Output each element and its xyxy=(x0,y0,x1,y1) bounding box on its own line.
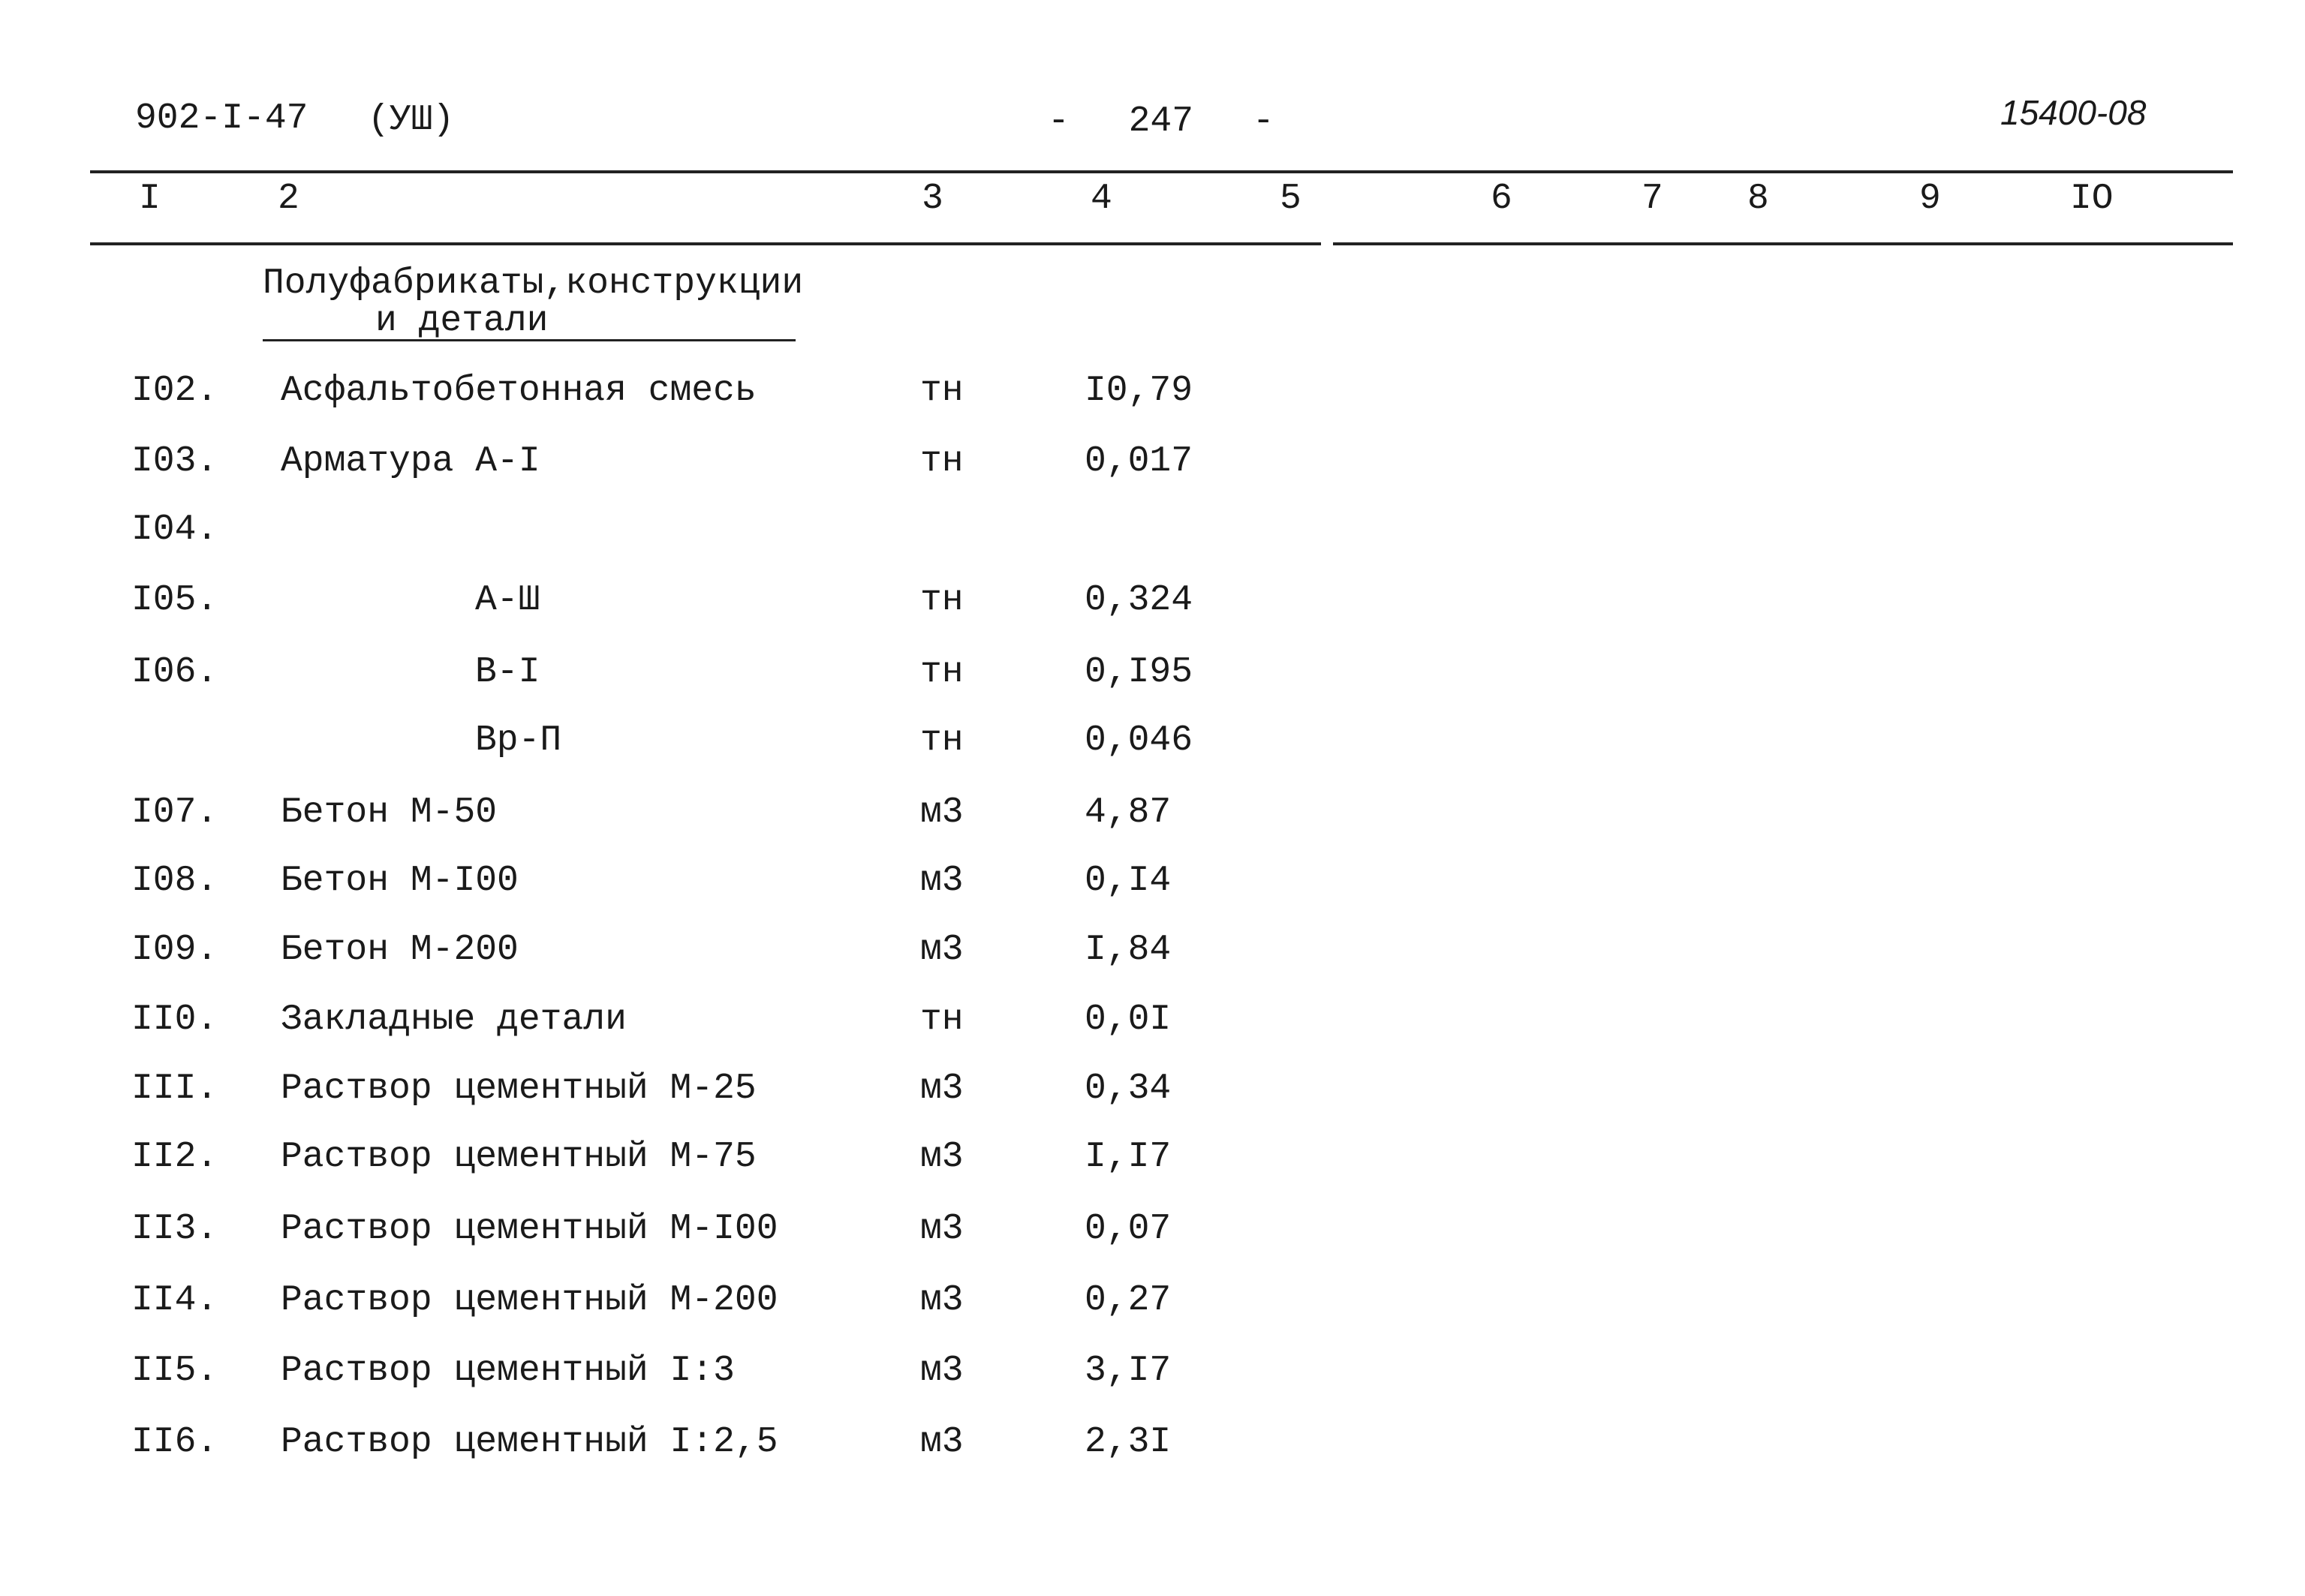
row-number: II4. xyxy=(131,1280,218,1321)
row-number: I07. xyxy=(131,792,218,833)
page-number: - 247 - xyxy=(1048,101,1274,142)
row-number: II0. xyxy=(131,999,218,1040)
unit: тн xyxy=(920,652,964,693)
row-number: I09. xyxy=(131,930,218,970)
doc-number: 15400-08 xyxy=(2000,93,2147,132)
quantity: 0,I95 xyxy=(1085,652,1193,693)
unit: тн xyxy=(920,720,964,761)
unit: м3 xyxy=(920,1351,964,1391)
row-number: I06. xyxy=(131,652,218,693)
item-name: Раствор цементный М-200 xyxy=(281,1280,778,1321)
column-header: 9 xyxy=(1919,179,1941,219)
item-name: Закладные детали xyxy=(281,999,627,1040)
item-name: Раствор цементный М-75 xyxy=(281,1137,757,1177)
section-underline xyxy=(263,339,796,341)
unit: м3 xyxy=(920,1209,964,1249)
row-number: I02. xyxy=(131,371,218,411)
section-title: Полуфабрикаты,конструкции xyxy=(263,263,804,304)
column-header: 6 xyxy=(1491,179,1512,219)
quantity: 0,0I xyxy=(1085,999,1172,1040)
column-header: 7 xyxy=(1641,179,1663,219)
row-number: II3. xyxy=(131,1209,218,1249)
quantity: 3,I7 xyxy=(1085,1351,1172,1391)
item-name: В-I xyxy=(475,652,540,693)
header-rule xyxy=(90,242,1321,245)
quantity: 0,324 xyxy=(1085,580,1193,621)
doc-code: 902-I-47 xyxy=(135,98,308,139)
row-number: II6. xyxy=(131,1422,218,1462)
quantity: 2,3I xyxy=(1085,1422,1172,1462)
row-number: I08. xyxy=(131,861,218,901)
item-name: Раствор цементный I:2,5 xyxy=(281,1422,778,1462)
quantity: 0,017 xyxy=(1085,441,1193,482)
quantity: I0,79 xyxy=(1085,371,1193,411)
column-header: 2 xyxy=(278,179,299,219)
unit: тн xyxy=(920,999,964,1040)
unit: м3 xyxy=(920,1280,964,1321)
quantity: 0,34 xyxy=(1085,1069,1172,1109)
section-title: и детали xyxy=(375,301,549,341)
unit: тн xyxy=(920,441,964,482)
unit: м3 xyxy=(920,792,964,833)
quantity: 0,07 xyxy=(1085,1209,1172,1249)
unit: м3 xyxy=(920,1069,964,1109)
unit: тн xyxy=(920,371,964,411)
row-number: I03. xyxy=(131,441,218,482)
unit: м3 xyxy=(920,1422,964,1462)
column-header: 8 xyxy=(1747,179,1769,219)
top-rule xyxy=(90,170,2233,173)
header-rule xyxy=(1333,242,2233,245)
quantity: 4,87 xyxy=(1085,792,1172,833)
row-number: II5. xyxy=(131,1351,218,1391)
item-name: Арматура А-I xyxy=(281,441,540,482)
quantity: 0,I4 xyxy=(1085,861,1172,901)
quantity: 0,046 xyxy=(1085,720,1193,761)
item-name: А-Ш xyxy=(475,580,540,621)
row-number: I04. xyxy=(131,509,218,550)
item-name: Вр-П xyxy=(475,720,562,761)
column-header: I xyxy=(139,179,161,219)
quantity: 0,27 xyxy=(1085,1280,1172,1321)
item-name: Раствор цементный М-25 xyxy=(281,1069,757,1109)
item-name: Раствор цементный I:3 xyxy=(281,1351,735,1391)
quantity: I,84 xyxy=(1085,930,1172,970)
item-name: Бетон М-200 xyxy=(281,930,519,970)
column-header: 3 xyxy=(922,179,943,219)
item-name: Раствор цементный М-I00 xyxy=(281,1209,778,1249)
unit: м3 xyxy=(920,861,964,901)
item-name: Бетон М-I00 xyxy=(281,861,519,901)
row-number: III. xyxy=(131,1069,218,1109)
item-name: Асфальтобетонная смесь xyxy=(281,371,757,411)
unit: м3 xyxy=(920,930,964,970)
column-header: 5 xyxy=(1280,179,1301,219)
unit: тн xyxy=(920,580,964,621)
item-name: Бетон М-50 xyxy=(281,792,498,833)
row-number: I05. xyxy=(131,580,218,621)
row-number: II2. xyxy=(131,1137,218,1177)
unit: м3 xyxy=(920,1137,964,1177)
quantity: I,I7 xyxy=(1085,1137,1172,1177)
column-header: 4 xyxy=(1091,179,1112,219)
doc-series: (УШ) xyxy=(368,100,455,140)
column-header: IO xyxy=(2070,179,2114,219)
